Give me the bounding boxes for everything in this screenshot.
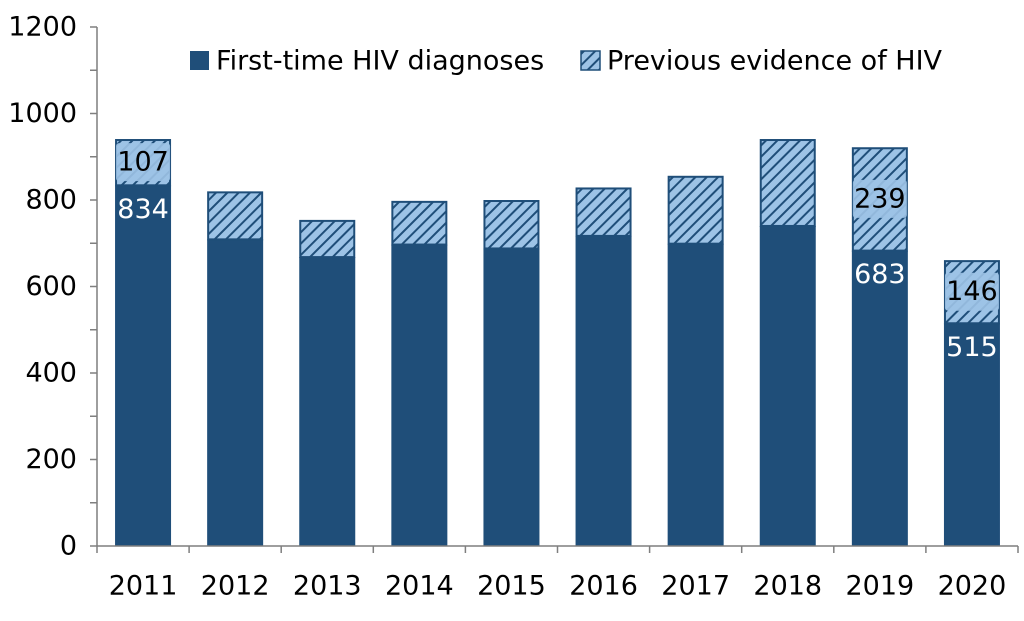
x-tick-label: 2020 xyxy=(938,571,1007,602)
x-tick-label: 2013 xyxy=(293,571,362,602)
bar-previous-evidence-2014 xyxy=(391,200,448,246)
y-tick-label: 1000 xyxy=(8,98,77,129)
x-tick-label: 2016 xyxy=(569,571,638,602)
bar-previous-evidence-2017 xyxy=(667,175,724,245)
data-label-previous-2019: 239 xyxy=(854,183,906,214)
data-label-box xyxy=(852,179,907,218)
data-label-box xyxy=(116,143,171,182)
y-tick-label: 200 xyxy=(25,444,77,475)
data-label-first-time-2011: 834 xyxy=(117,194,169,225)
data-label-first-time-2019: 683 xyxy=(854,259,906,290)
x-tick-label: 2015 xyxy=(477,571,546,602)
legend-item-first-time: First-time HIV diagnoses xyxy=(190,46,544,77)
legend: First-time HIV diagnoses Previous evidenc… xyxy=(190,46,943,77)
legend-swatch xyxy=(580,50,601,71)
data-label-previous-2011: 107 xyxy=(117,147,169,178)
bar-previous-evidence-2013 xyxy=(299,219,356,259)
bar-first-time-2012 xyxy=(207,239,264,547)
x-tick-label: 2011 xyxy=(109,571,178,602)
bar-first-time-2013 xyxy=(299,257,356,546)
bar-previous-evidence-2015 xyxy=(483,200,540,250)
axes-group: 0 200 400 600 800 1000 1200 2011 2012 2013 2014 201… xyxy=(8,12,1019,602)
bar-first-time-2014 xyxy=(391,244,448,547)
legend-item-previous-evidence: Previous evidence of HIV xyxy=(580,46,943,77)
bar-previous-evidence-2012 xyxy=(207,191,264,241)
y-tick-label: 0 xyxy=(60,531,77,562)
bar-previous-evidence-2018 xyxy=(759,139,816,227)
y-tick-label: 400 xyxy=(25,358,77,389)
legend-label: First-time HIV diagnoses xyxy=(216,46,544,77)
data-labels-group: 107 834 239 683 146 515 xyxy=(116,143,999,363)
data-label-previous-2020: 146 xyxy=(946,276,998,307)
x-tick-label: 2012 xyxy=(201,571,270,602)
x-tick-label: 2017 xyxy=(661,571,730,602)
data-label-box xyxy=(944,272,999,311)
y-tick-label: 600 xyxy=(25,271,77,302)
bar-first-time-2019 xyxy=(851,250,908,547)
y-tick-label: 800 xyxy=(25,185,77,216)
x-tick-label: 2019 xyxy=(845,571,914,602)
legend-label: Previous evidence of HIV xyxy=(607,46,943,77)
bar-first-time-2018 xyxy=(759,225,816,546)
bar-first-time-2015 xyxy=(483,248,540,546)
y-tick-label: 1200 xyxy=(8,12,77,43)
bar-first-time-2016 xyxy=(575,235,632,546)
bar-first-time-2011 xyxy=(115,185,172,547)
bar-first-time-2020 xyxy=(943,323,1000,546)
x-tick-label: 2018 xyxy=(753,571,822,602)
bar-previous-evidence-2016 xyxy=(575,187,632,237)
x-tick-label: 2014 xyxy=(385,571,454,602)
bar-first-time-2017 xyxy=(667,243,724,546)
legend-swatch xyxy=(190,51,209,70)
data-label-first-time-2020: 515 xyxy=(946,332,998,363)
bars-group xyxy=(115,139,1000,547)
